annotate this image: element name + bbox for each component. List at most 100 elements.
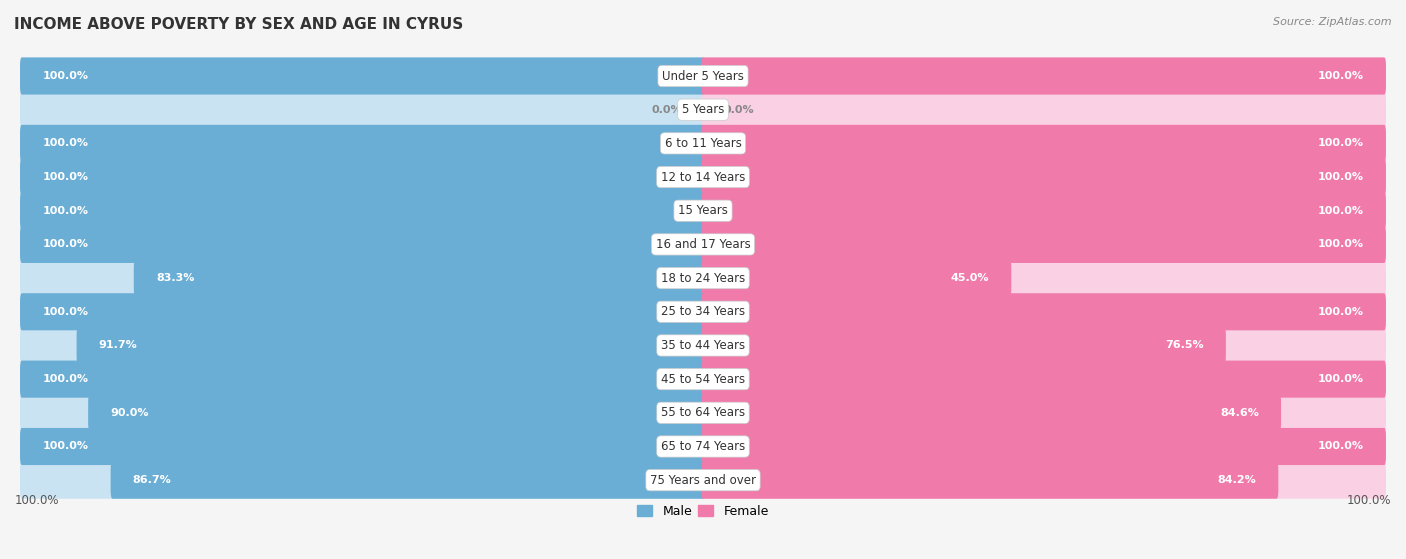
Text: 100.0%: 100.0% (42, 172, 89, 182)
FancyBboxPatch shape (22, 430, 1384, 463)
FancyBboxPatch shape (702, 226, 1386, 263)
Text: 100.0%: 100.0% (42, 374, 89, 384)
FancyBboxPatch shape (702, 159, 1386, 196)
FancyBboxPatch shape (20, 159, 704, 196)
Text: 45.0%: 45.0% (950, 273, 988, 283)
FancyBboxPatch shape (702, 293, 1386, 330)
Text: 83.3%: 83.3% (156, 273, 194, 283)
FancyBboxPatch shape (22, 463, 1384, 497)
FancyBboxPatch shape (702, 58, 1386, 94)
Text: 100.0%: 100.0% (1317, 307, 1364, 317)
FancyBboxPatch shape (22, 126, 1384, 160)
FancyBboxPatch shape (20, 462, 704, 499)
FancyBboxPatch shape (702, 259, 1386, 297)
Text: 15 Years: 15 Years (678, 204, 728, 217)
FancyBboxPatch shape (20, 226, 704, 263)
FancyBboxPatch shape (20, 58, 704, 94)
Text: 75 Years and over: 75 Years and over (650, 473, 756, 487)
Text: 100.0%: 100.0% (42, 71, 89, 81)
FancyBboxPatch shape (702, 428, 1386, 465)
Text: 90.0%: 90.0% (110, 408, 149, 418)
FancyBboxPatch shape (702, 159, 1386, 196)
FancyBboxPatch shape (702, 91, 1386, 128)
FancyBboxPatch shape (20, 226, 704, 263)
FancyBboxPatch shape (76, 327, 704, 364)
FancyBboxPatch shape (702, 293, 1386, 330)
Text: 100.0%: 100.0% (42, 442, 89, 452)
FancyBboxPatch shape (20, 428, 704, 465)
FancyBboxPatch shape (22, 396, 1384, 430)
Text: 25 to 34 Years: 25 to 34 Years (661, 305, 745, 318)
FancyBboxPatch shape (702, 192, 1386, 229)
FancyBboxPatch shape (22, 59, 1384, 93)
FancyBboxPatch shape (20, 159, 704, 196)
FancyBboxPatch shape (702, 394, 1386, 432)
FancyBboxPatch shape (702, 327, 1226, 364)
Legend: Male, Female: Male, Female (633, 500, 773, 523)
FancyBboxPatch shape (20, 327, 704, 364)
Text: 35 to 44 Years: 35 to 44 Years (661, 339, 745, 352)
FancyBboxPatch shape (702, 226, 1386, 263)
FancyBboxPatch shape (20, 293, 704, 330)
FancyBboxPatch shape (22, 228, 1384, 261)
FancyBboxPatch shape (702, 125, 1386, 162)
FancyBboxPatch shape (89, 394, 704, 432)
FancyBboxPatch shape (20, 125, 704, 162)
FancyBboxPatch shape (22, 160, 1384, 194)
FancyBboxPatch shape (702, 58, 1386, 94)
FancyBboxPatch shape (20, 293, 704, 330)
Text: 0.0%: 0.0% (652, 105, 682, 115)
FancyBboxPatch shape (22, 295, 1384, 329)
FancyBboxPatch shape (20, 125, 704, 162)
FancyBboxPatch shape (22, 194, 1384, 228)
FancyBboxPatch shape (22, 261, 1384, 295)
FancyBboxPatch shape (702, 462, 1386, 499)
FancyBboxPatch shape (702, 192, 1386, 229)
Text: Source: ZipAtlas.com: Source: ZipAtlas.com (1274, 17, 1392, 27)
Text: 6 to 11 Years: 6 to 11 Years (665, 137, 741, 150)
Text: 86.7%: 86.7% (132, 475, 172, 485)
FancyBboxPatch shape (22, 93, 1384, 126)
FancyBboxPatch shape (20, 394, 704, 432)
Text: 100.0%: 100.0% (1347, 494, 1391, 507)
Text: 12 to 14 Years: 12 to 14 Years (661, 170, 745, 183)
FancyBboxPatch shape (20, 428, 704, 465)
Text: 100.0%: 100.0% (1317, 139, 1364, 148)
FancyBboxPatch shape (20, 91, 704, 128)
FancyBboxPatch shape (702, 361, 1386, 397)
Text: INCOME ABOVE POVERTY BY SEX AND AGE IN CYRUS: INCOME ABOVE POVERTY BY SEX AND AGE IN C… (14, 17, 464, 32)
FancyBboxPatch shape (702, 259, 1011, 297)
Text: 91.7%: 91.7% (98, 340, 138, 350)
Text: 18 to 24 Years: 18 to 24 Years (661, 272, 745, 285)
Text: 0.0%: 0.0% (724, 105, 754, 115)
FancyBboxPatch shape (702, 394, 1281, 432)
Text: 45 to 54 Years: 45 to 54 Years (661, 373, 745, 386)
Text: 5 Years: 5 Years (682, 103, 724, 116)
Text: 16 and 17 Years: 16 and 17 Years (655, 238, 751, 251)
Text: 100.0%: 100.0% (1317, 71, 1364, 81)
FancyBboxPatch shape (702, 428, 1386, 465)
FancyBboxPatch shape (134, 259, 704, 297)
Text: 100.0%: 100.0% (15, 494, 59, 507)
Text: 100.0%: 100.0% (1317, 374, 1364, 384)
Text: 76.5%: 76.5% (1166, 340, 1204, 350)
Text: 65 to 74 Years: 65 to 74 Years (661, 440, 745, 453)
FancyBboxPatch shape (22, 362, 1384, 396)
Text: 100.0%: 100.0% (1317, 442, 1364, 452)
Text: 100.0%: 100.0% (1317, 239, 1364, 249)
FancyBboxPatch shape (20, 361, 704, 397)
FancyBboxPatch shape (20, 361, 704, 397)
Text: 84.2%: 84.2% (1218, 475, 1256, 485)
Text: 100.0%: 100.0% (1317, 206, 1364, 216)
FancyBboxPatch shape (20, 192, 704, 229)
FancyBboxPatch shape (20, 58, 704, 94)
FancyBboxPatch shape (111, 462, 704, 499)
Text: 100.0%: 100.0% (42, 206, 89, 216)
FancyBboxPatch shape (22, 329, 1384, 362)
FancyBboxPatch shape (20, 192, 704, 229)
FancyBboxPatch shape (702, 462, 1278, 499)
Text: Under 5 Years: Under 5 Years (662, 69, 744, 83)
Text: 100.0%: 100.0% (1317, 172, 1364, 182)
Text: 100.0%: 100.0% (42, 239, 89, 249)
FancyBboxPatch shape (20, 259, 704, 297)
